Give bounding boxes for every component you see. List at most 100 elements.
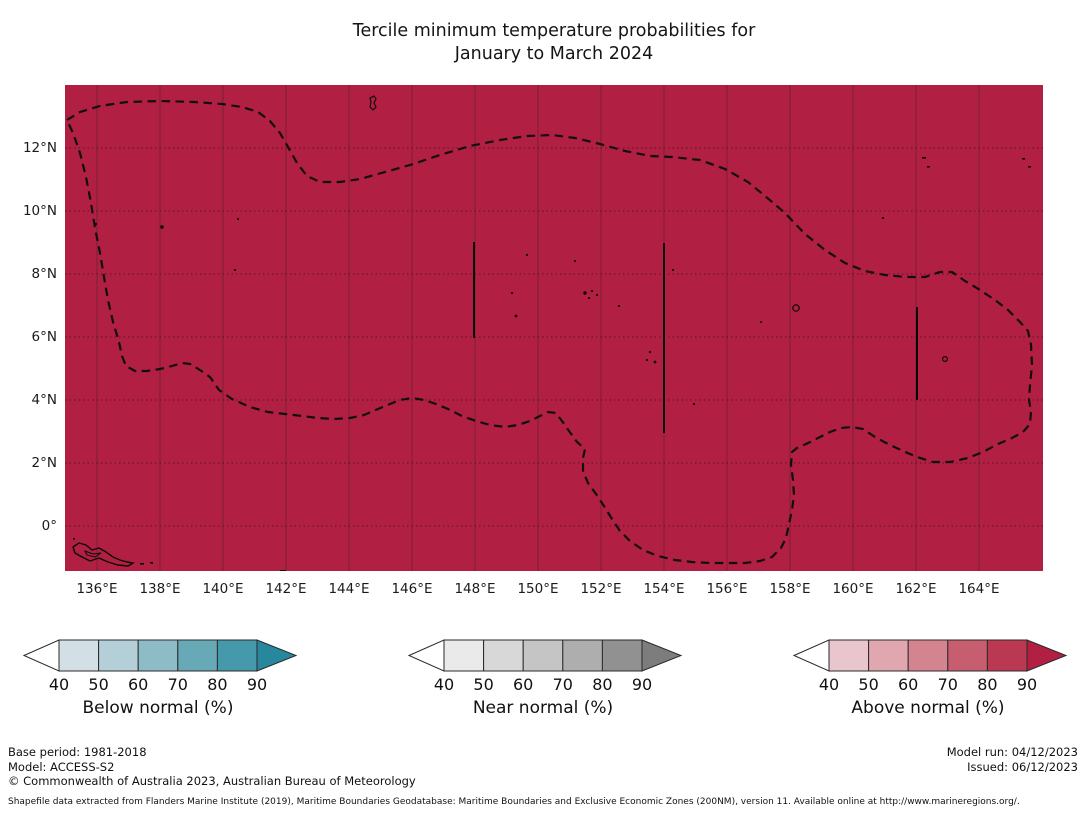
colorbar-tick-label: 50	[858, 675, 879, 694]
colorbar-below: 40 50 60 70 80 90 Below normal (%)	[20, 638, 300, 728]
colorbar-tick-label: 80	[977, 675, 998, 694]
x-tick-label: 142°E	[265, 581, 307, 597]
x-tick-label: 156°E	[706, 581, 748, 597]
island-dot	[617, 304, 621, 308]
figure-title-line1: Tercile minimum temperature probabilitie…	[352, 21, 756, 41]
x-tick-label: 148°E	[454, 581, 496, 597]
colorbar-near: 40 50 60 70 80 90 Near normal (%)	[405, 638, 685, 728]
island-dot	[692, 402, 696, 406]
colorbar-segment	[868, 639, 909, 672]
y-tick-label: 4°N	[31, 392, 57, 408]
island-dot	[648, 350, 652, 354]
figure-title: Tercile minimum temperature probabilitie…	[65, 20, 1043, 66]
x-tick-label: 150°E	[517, 581, 559, 597]
island-dash	[927, 166, 930, 168]
x-tick-label: 162°E	[895, 581, 937, 597]
colorbar-tick-label: 90	[631, 675, 653, 694]
colorbar-segment	[522, 639, 564, 672]
colorbar-segment	[562, 639, 603, 672]
colorbar-tick-label: 90	[246, 675, 268, 694]
island-dot	[236, 217, 240, 221]
colorbar-left-arrow	[407, 639, 445, 672]
colorbar-segment	[828, 639, 870, 672]
colorbar-title: Near normal (%)	[472, 698, 614, 718]
island-dot	[590, 289, 594, 293]
island-dot	[525, 253, 529, 257]
eez-boundary-dashed	[65, 99, 1034, 565]
island-dot	[583, 291, 587, 295]
x-tick-label: 144°E	[328, 581, 370, 597]
island-dash	[73, 538, 75, 540]
coastline-outline	[72, 542, 135, 567]
island-dot	[233, 268, 237, 272]
figure-title-line2: January to March 2024	[454, 44, 654, 64]
island-dash	[922, 157, 926, 159]
colorbar-tick-label: 50	[473, 675, 494, 694]
island-dash	[1022, 158, 1025, 160]
colorbar-tick-label: 40	[818, 675, 840, 694]
issued-text: Issued: 06/12/2023	[967, 759, 1078, 774]
island-dot	[760, 321, 762, 323]
x-tick-label: 158°E	[769, 581, 811, 597]
colorbar-tick-label: 90	[1016, 675, 1038, 694]
colorbar-right-arrow	[256, 639, 298, 672]
colorbar-title: Below normal (%)	[82, 698, 234, 718]
colorbar-segment	[98, 639, 139, 672]
x-tick-label: 164°E	[958, 581, 1000, 597]
island-dash	[140, 563, 144, 565]
coastline-outline	[83, 550, 102, 558]
model-run-text: Model run: 04/12/2023	[946, 745, 1078, 759]
island-dot	[587, 296, 591, 300]
model-text: Model: ACCESS-S2	[8, 759, 115, 774]
island-outline	[792, 304, 800, 312]
x-tick-label: 146°E	[391, 581, 433, 597]
colorbar-above: 40 50 60 70 80 90 Above normal (%)	[790, 638, 1070, 728]
island-outline-guam	[369, 95, 377, 111]
colorbar-segment	[601, 639, 643, 672]
colorbar-tick-label: 70	[167, 675, 188, 694]
island-dot	[510, 291, 514, 295]
island-outline	[941, 356, 948, 363]
base-period-text: Base period: 1981-2018	[8, 745, 147, 759]
copyright-text: © Commonwealth of Australia 2023, Austra…	[8, 774, 416, 788]
colorbar-title: Above normal (%)	[851, 698, 1005, 718]
colorbar-tick-label: 60	[128, 675, 149, 694]
island-dot	[160, 225, 164, 229]
colorbar-segment	[443, 639, 485, 672]
island-dot	[573, 259, 577, 263]
y-tick-label: 10°N	[22, 203, 57, 219]
y-tick-label: 6°N	[31, 329, 57, 345]
colorbar-segment	[137, 639, 179, 672]
colorbar-right-arrow	[1026, 639, 1068, 672]
shapefile-attribution: Shapefile data extracted from Flanders M…	[8, 797, 1020, 807]
map-plot	[65, 85, 1043, 571]
x-tick-label: 138°E	[139, 581, 181, 597]
colorbar-segment	[58, 639, 100, 672]
island-dot	[595, 293, 599, 297]
island-dot	[94, 222, 98, 226]
x-tick-label: 136°E	[76, 581, 118, 597]
x-tick-label: 160°E	[832, 581, 874, 597]
map-canvas	[65, 85, 1043, 571]
x-tick-label: 152°E	[580, 581, 622, 597]
colorbar-tick-label: 70	[937, 675, 958, 694]
colorbar-graphic	[22, 639, 298, 672]
x-tick-label: 140°E	[202, 581, 244, 597]
colorbar-tick-label: 80	[207, 675, 228, 694]
x-tick-label: 154°E	[643, 581, 685, 597]
colorbar-tick-label: 50	[88, 675, 109, 694]
island-dot	[881, 216, 885, 220]
y-tick-label: 0°	[41, 518, 57, 534]
colorbar-graphic	[407, 639, 683, 672]
colorbar-graphic	[792, 639, 1068, 672]
island-dot	[645, 358, 649, 362]
colorbar-left-arrow	[22, 639, 60, 672]
island-dash	[1028, 166, 1031, 168]
colorbar-segment	[483, 639, 524, 672]
island-dash	[280, 570, 286, 571]
colorbar-segment	[986, 639, 1028, 672]
colorbar-segment	[907, 639, 949, 672]
island-dot	[514, 314, 518, 318]
colorbar-left-arrow	[792, 639, 830, 672]
colorbar-tick-label: 40	[48, 675, 70, 694]
